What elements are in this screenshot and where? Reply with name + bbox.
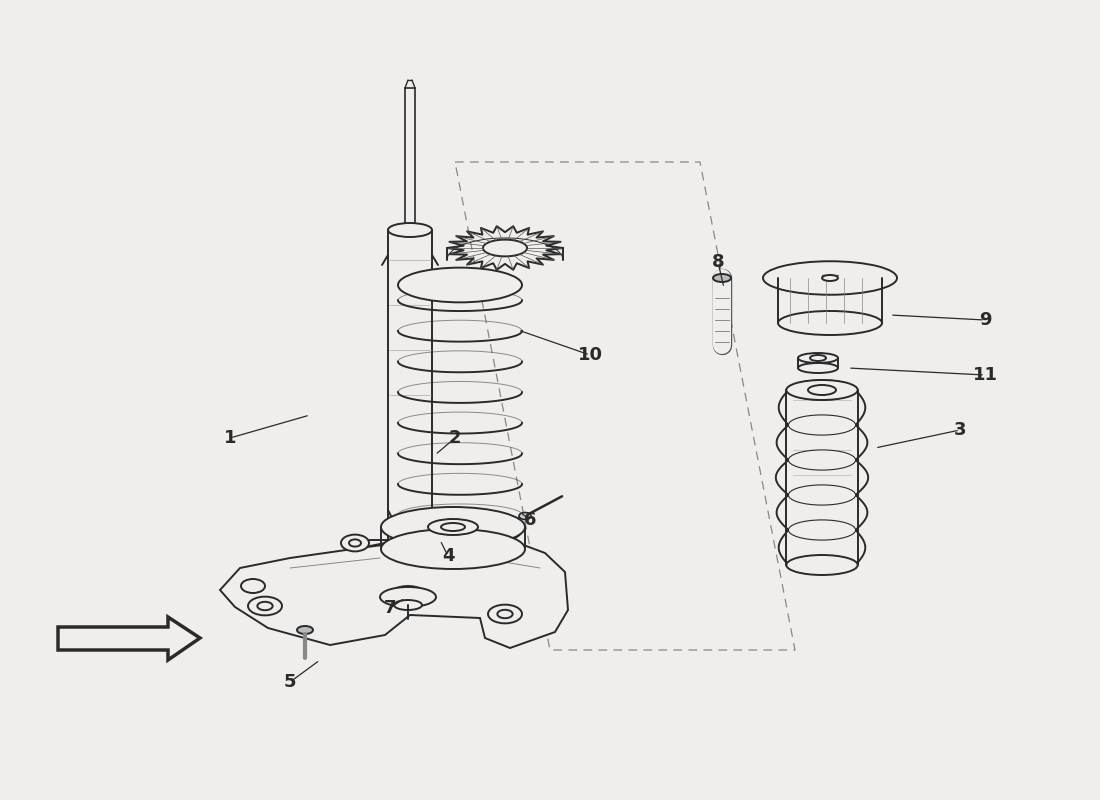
Text: 8: 8: [712, 253, 724, 271]
Text: 1: 1: [223, 429, 236, 447]
Ellipse shape: [398, 513, 522, 547]
Ellipse shape: [798, 353, 838, 363]
Ellipse shape: [789, 415, 856, 435]
Ellipse shape: [341, 534, 368, 551]
Ellipse shape: [379, 587, 436, 607]
Ellipse shape: [241, 579, 265, 593]
Ellipse shape: [388, 223, 432, 237]
Ellipse shape: [394, 600, 422, 610]
Ellipse shape: [810, 355, 826, 361]
Ellipse shape: [248, 597, 282, 615]
Text: 2: 2: [449, 429, 461, 447]
Ellipse shape: [789, 380, 856, 400]
Text: 6: 6: [524, 511, 537, 529]
Ellipse shape: [297, 626, 313, 634]
Text: 10: 10: [578, 346, 603, 364]
Ellipse shape: [257, 602, 273, 610]
Ellipse shape: [441, 523, 465, 531]
Ellipse shape: [786, 380, 858, 400]
Ellipse shape: [497, 610, 513, 618]
Ellipse shape: [713, 274, 732, 282]
Ellipse shape: [789, 520, 856, 540]
Ellipse shape: [808, 385, 836, 395]
Ellipse shape: [349, 539, 361, 546]
Text: 3: 3: [954, 421, 966, 439]
Text: 4: 4: [442, 547, 454, 565]
Ellipse shape: [786, 555, 858, 575]
Ellipse shape: [822, 275, 838, 281]
Bar: [388, 230, 432, 540]
Ellipse shape: [388, 586, 428, 608]
Text: 7: 7: [384, 599, 396, 617]
Ellipse shape: [778, 311, 882, 335]
Ellipse shape: [519, 513, 531, 519]
Ellipse shape: [381, 507, 525, 547]
Ellipse shape: [789, 485, 856, 505]
Ellipse shape: [381, 529, 525, 569]
Text: 9: 9: [979, 311, 991, 329]
Ellipse shape: [488, 605, 522, 623]
Text: 11: 11: [972, 366, 998, 384]
Ellipse shape: [399, 592, 417, 602]
Polygon shape: [220, 540, 568, 648]
Polygon shape: [58, 617, 200, 660]
Ellipse shape: [763, 262, 896, 294]
Text: 5: 5: [284, 673, 296, 691]
Ellipse shape: [789, 450, 856, 470]
Ellipse shape: [798, 363, 838, 373]
Ellipse shape: [398, 268, 522, 302]
Ellipse shape: [428, 519, 478, 535]
